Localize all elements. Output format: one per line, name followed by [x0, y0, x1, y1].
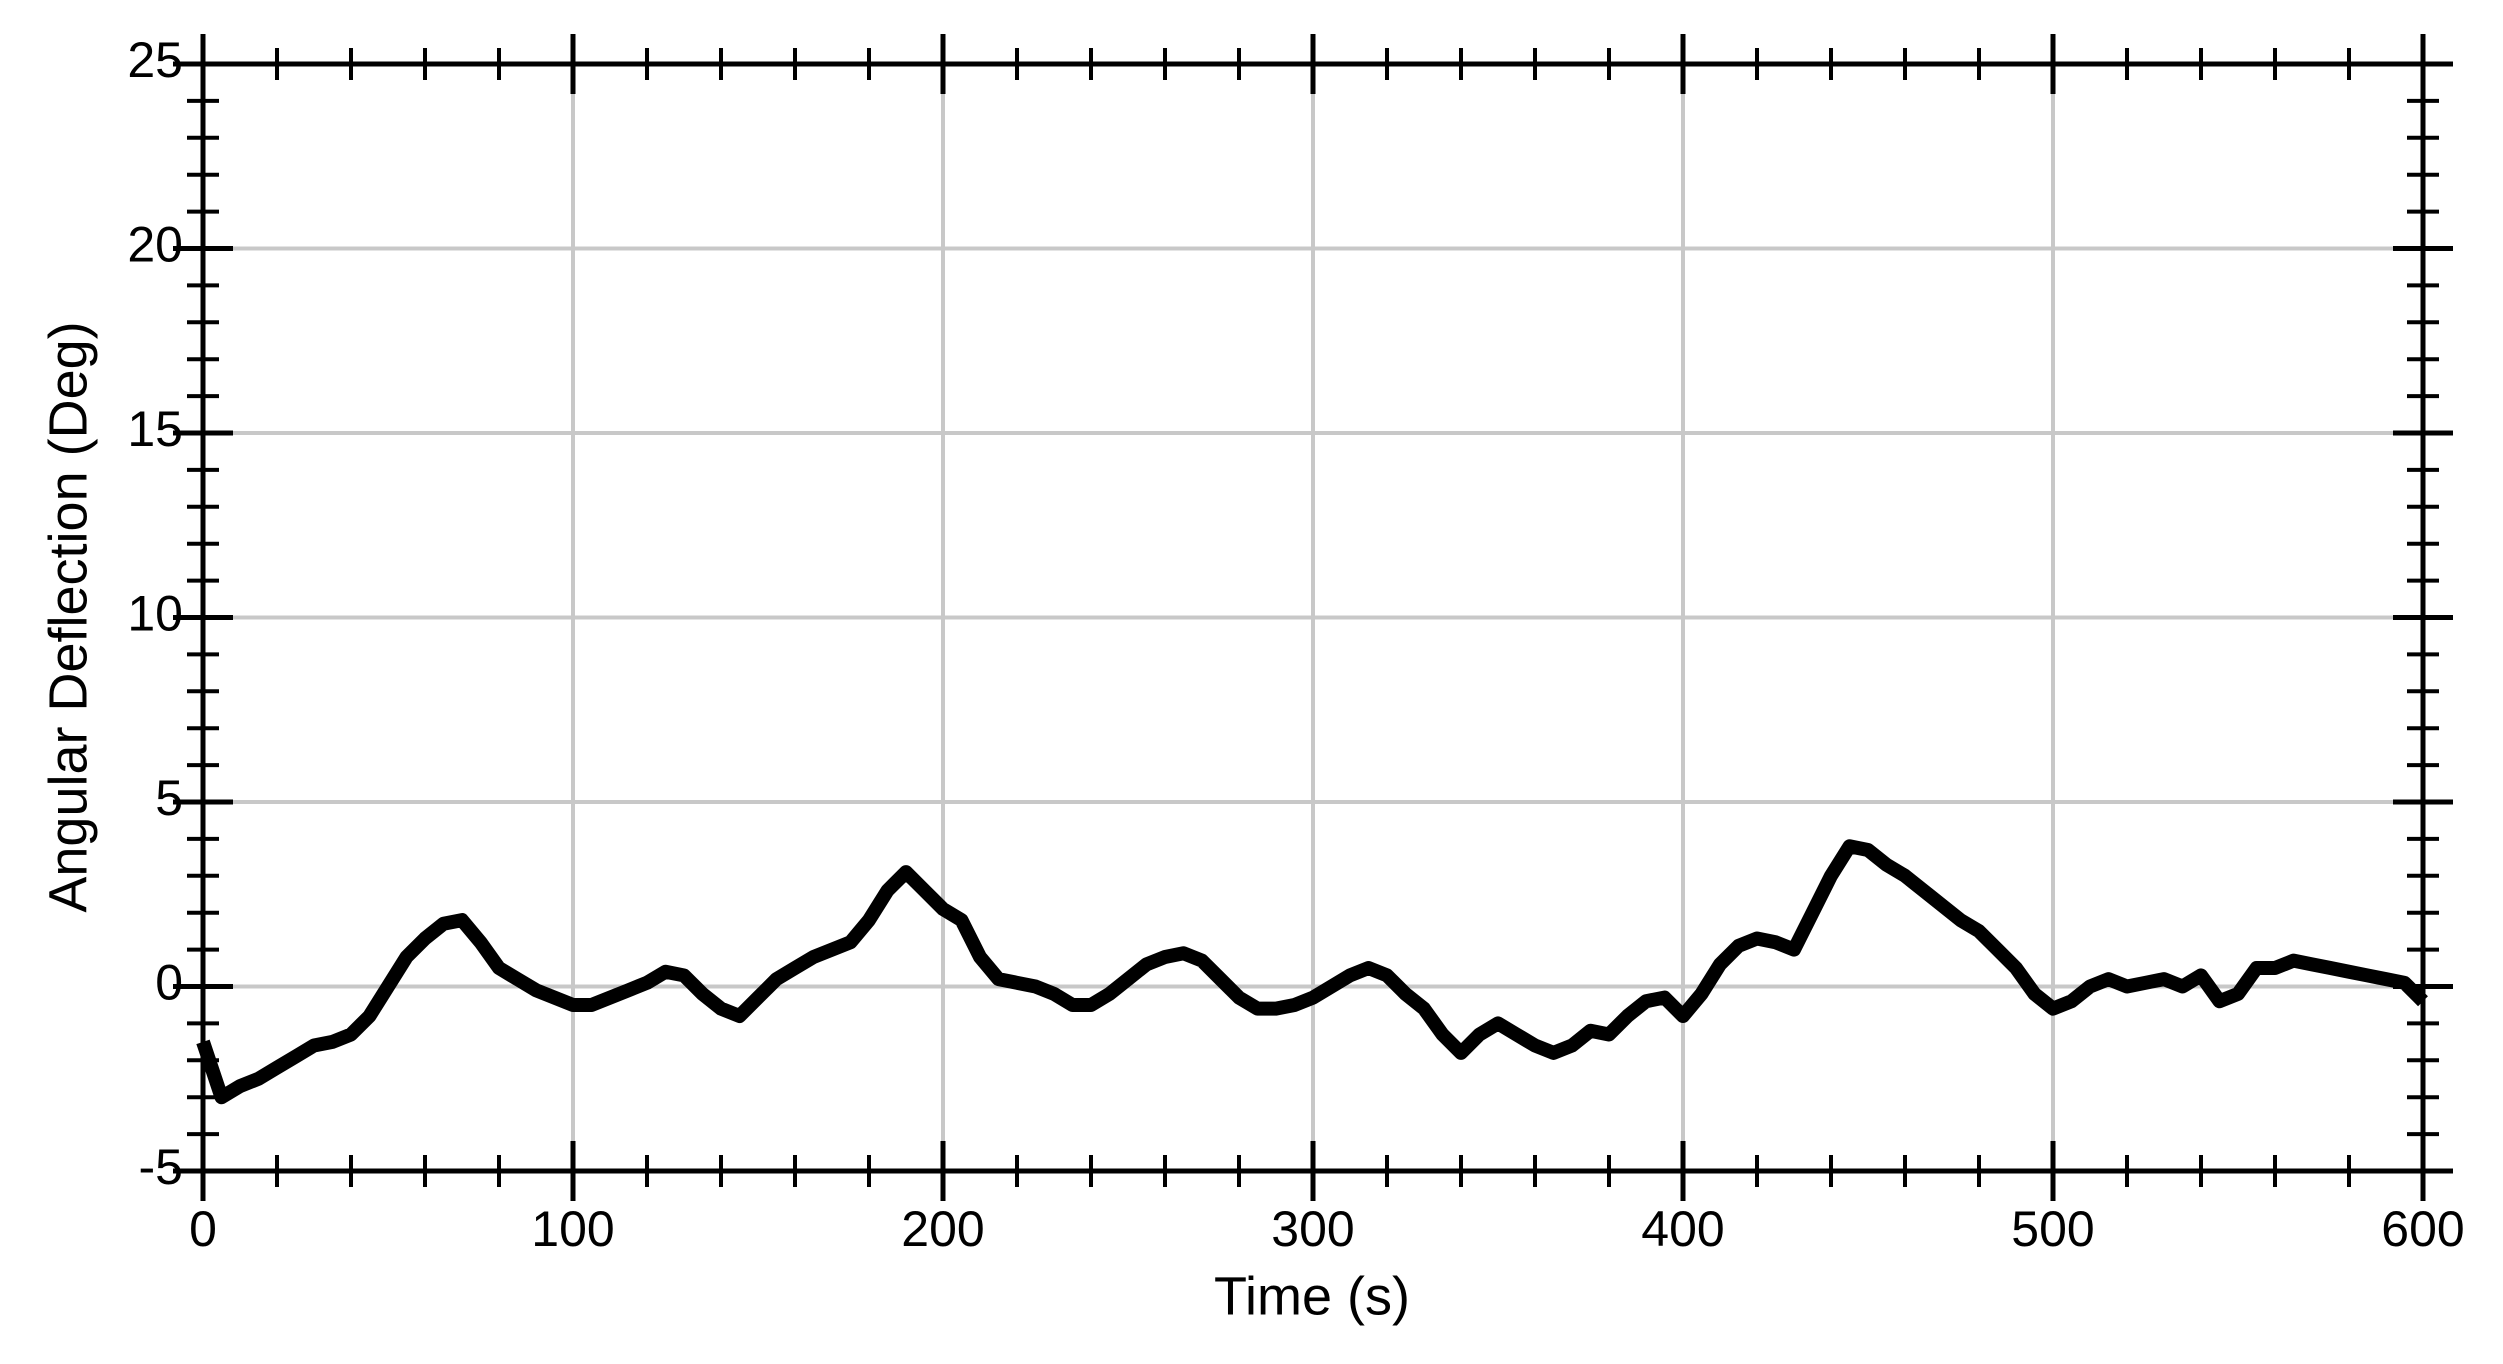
x-tick-label: 600 — [2381, 1201, 2464, 1257]
x-tick-label: 0 — [189, 1201, 217, 1257]
data-line — [196, 839, 2428, 1105]
x-tick-label: 400 — [1641, 1201, 1724, 1257]
y-tick-label: 20 — [127, 217, 183, 273]
x-tick-label: 100 — [531, 1201, 614, 1257]
y-tick-label: 0 — [155, 955, 183, 1011]
y-tick-label: 5 — [155, 770, 183, 826]
y-tick-label: 25 — [127, 32, 183, 88]
y-tick-label: 15 — [127, 401, 183, 457]
x-tick-label: 200 — [901, 1201, 984, 1257]
plot-frame — [200, 61, 2426, 1174]
y-tick-label: -5 — [139, 1139, 183, 1195]
y-axis-label: Angular Deflection (Deg) — [38, 321, 98, 912]
x-tick-label: 500 — [2011, 1201, 2094, 1257]
x-tick-label: 300 — [1271, 1201, 1354, 1257]
x-axis-label: Time (s) — [1214, 1266, 1410, 1326]
y-tick-label: 10 — [127, 586, 183, 642]
